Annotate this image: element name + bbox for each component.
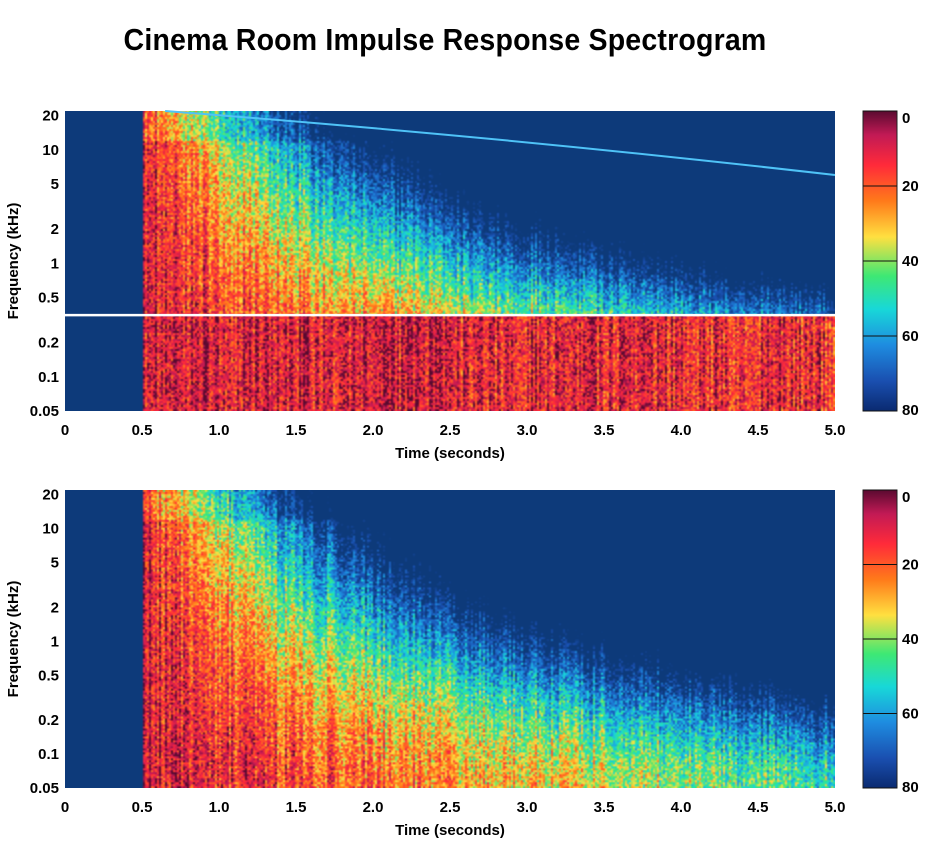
- colorbar-tick-label: 40: [902, 631, 919, 648]
- x-tick-label: 3.0: [517, 799, 538, 816]
- x-tick-label: 0: [61, 799, 69, 816]
- x-tick-label: 0.5: [132, 799, 153, 816]
- spectrogram-heatmap-bottom: [65, 490, 835, 788]
- y-tick-label: 2: [51, 221, 59, 238]
- x-axis-label-bottom: Time (seconds): [395, 822, 505, 839]
- y-tick-label: 1: [51, 633, 59, 650]
- x-tick-label: 4.0: [671, 799, 692, 816]
- spectrogram-panel-top: 20 10 5 2 1 0.5 0.2 0.1 0.05 0 0.5 1.0 1.5 2.0 2.5 3.0…: [5, 108, 919, 462]
- x-tick-label: 4.0: [671, 422, 692, 439]
- chart-title: Cinema Room Impulse Response Spectrogram: [123, 22, 767, 57]
- y-axis-label-bottom: Frequency (kHz): [5, 581, 22, 698]
- spectrogram-panel-bottom: 20 10 5 2 1 0.5 0.2 0.1 0.05 0 0.5 1.0 1.5 2.0 2.5 3.0…: [5, 487, 919, 839]
- x-tick-label: 2.5: [440, 799, 461, 816]
- y-tick-label: 1: [51, 255, 59, 272]
- sweep-tone-trace: [165, 110, 836, 177]
- colorbar-tick-label: 20: [902, 557, 919, 574]
- x-tick-label: 2.5: [440, 422, 461, 439]
- y-tick-label: 20: [42, 487, 59, 504]
- x-tick-label: 0.5: [132, 422, 153, 439]
- y-tick-label: 2: [51, 599, 59, 616]
- colorbar-tick-label: 20: [902, 178, 919, 195]
- y-tick-label: 0.05: [30, 780, 59, 797]
- x-tick-labels-top: 0 0.5 1.0 1.5 2.0 2.5 3.0 3.5 4.0 4.5 5.0: [61, 422, 846, 439]
- y-tick-label: 0.2: [38, 335, 59, 352]
- x-tick-label: 3.5: [594, 799, 615, 816]
- y-tick-label: 0.2: [38, 712, 59, 729]
- x-tick-label: 0: [61, 422, 69, 439]
- x-tick-label: 5.0: [825, 799, 846, 816]
- y-tick-label: 10: [42, 142, 59, 159]
- colorbar-tick-label: 60: [902, 706, 919, 723]
- colorbar-tick-label: 80: [902, 779, 919, 796]
- colorbar-ticks-bottom: 0 20 40 60 80: [863, 489, 919, 796]
- x-tick-label: 1.5: [286, 422, 307, 439]
- x-tick-label: 1.5: [286, 799, 307, 816]
- colorbar-ticks-top: 0 20 40 60 80: [863, 110, 919, 419]
- colorbar-tick-label: 0: [902, 489, 910, 506]
- y-tick-label: 5: [51, 176, 59, 193]
- colorbar-tick-label: 40: [902, 253, 919, 270]
- y-tick-label: 0.1: [38, 369, 59, 386]
- x-tick-label: 1.0: [209, 799, 230, 816]
- x-tick-label: 4.5: [748, 422, 769, 439]
- y-tick-label: 0.1: [38, 746, 59, 763]
- y-tick-labels-top: 20 10 5 2 1 0.5 0.2 0.1 0.05: [30, 108, 59, 420]
- x-tick-label: 2.0: [363, 799, 384, 816]
- y-tick-label: 0.5: [38, 290, 59, 307]
- colorbar-tick-label: 80: [902, 402, 919, 419]
- y-tick-label: 20: [42, 108, 59, 125]
- x-axis-label-top: Time (seconds): [395, 445, 505, 462]
- colorbar-tick-label: 0: [902, 110, 910, 127]
- x-tick-label: 4.5: [748, 799, 769, 816]
- spectrogram-heatmap-top: [65, 111, 835, 411]
- x-tick-labels-bottom: 0 0.5 1.0 1.5 2.0 2.5 3.0 3.5 4.0 4.5 5.0: [61, 799, 846, 816]
- x-tick-label: 1.0: [209, 422, 230, 439]
- x-tick-label: 2.0: [363, 422, 384, 439]
- y-tick-label: 10: [42, 521, 59, 538]
- x-tick-label: 3.5: [594, 422, 615, 439]
- x-tick-label: 5.0: [825, 422, 846, 439]
- y-tick-label: 5: [51, 555, 59, 572]
- y-tick-labels-bottom: 20 10 5 2 1 0.5 0.2 0.1 0.05: [30, 487, 59, 797]
- x-tick-label: 3.0: [517, 422, 538, 439]
- y-axis-label-top: Frequency (kHz): [5, 203, 22, 320]
- y-tick-label: 0.5: [38, 667, 59, 684]
- colorbar-tick-label: 60: [902, 328, 919, 345]
- y-tick-label: 0.05: [30, 403, 59, 420]
